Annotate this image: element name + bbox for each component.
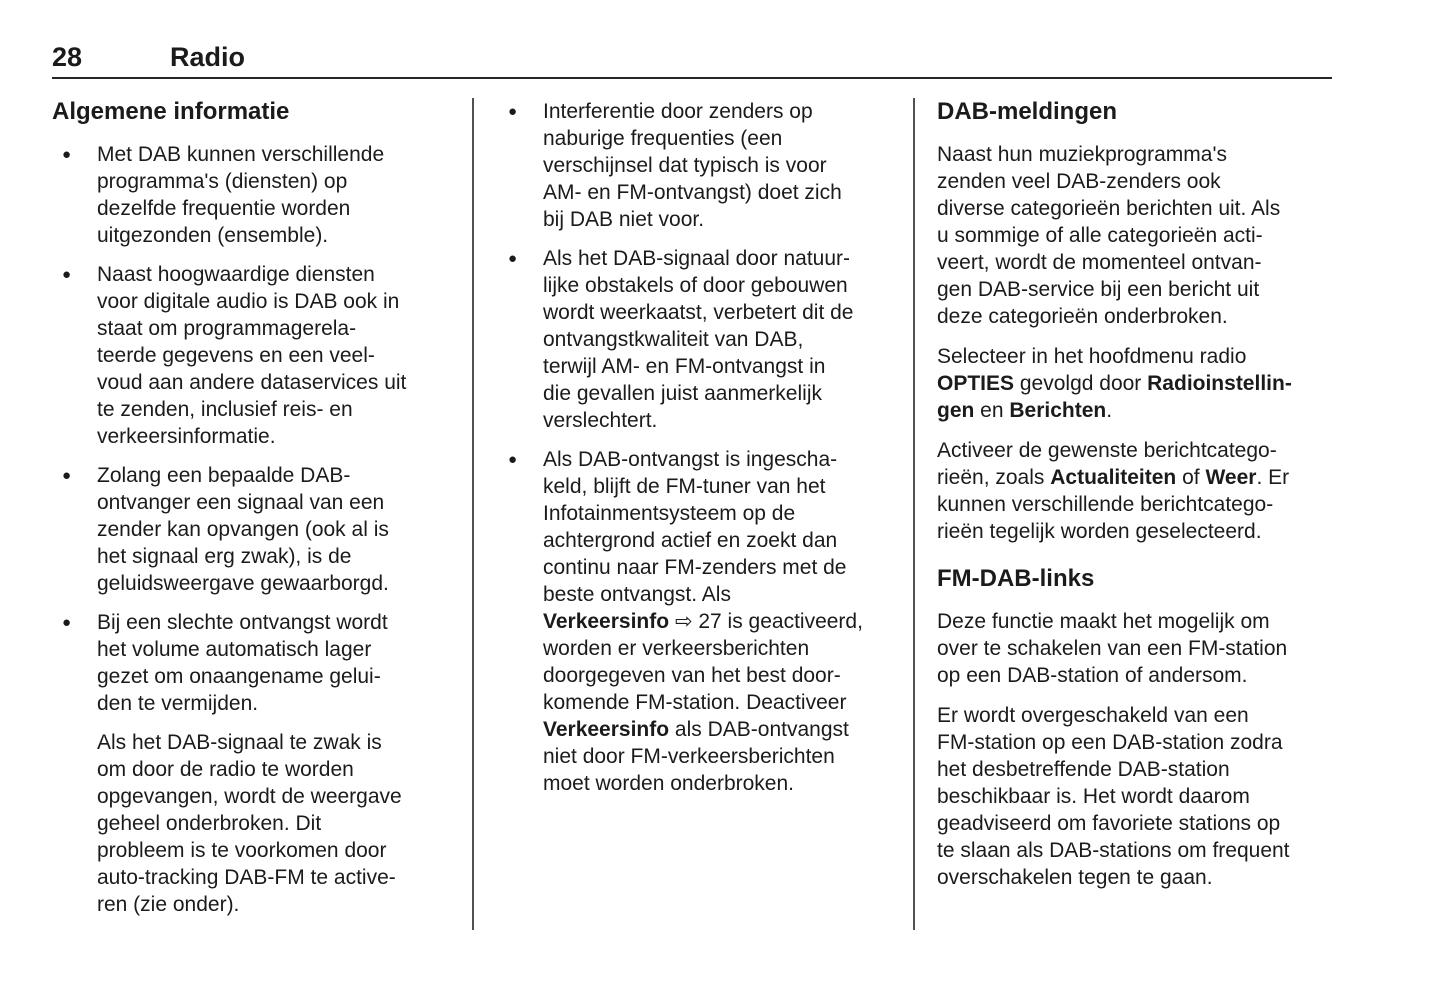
body-text: ⇨ 27 is geactiveerd, worden er verkeersb… [543, 610, 863, 714]
manual-page: 28 Radio Algemene informatie ● Met DAB kun… [0, 42, 1445, 1007]
body-text: Selecteer in het hoofdmenu radio [937, 345, 1247, 368]
emphasized-text: Verkeersinfo [543, 718, 670, 741]
column-middle: ● Interferentie door zenders op naburige … [472, 98, 913, 930]
bullet-text: Als het DAB-signaal door natuur- lijke o… [543, 245, 899, 434]
body-text: gevolgd door [1014, 372, 1148, 395]
page-content: Algemene informatie ● Met DAB kunnen versc… [52, 98, 1332, 930]
paragraph: Er wordt overgeschakeld van een FM-stati… [937, 702, 1332, 891]
bullet-icon: ● [62, 614, 72, 631]
body-text: Naast hun muziekprogramma's zenden veel … [937, 143, 1281, 328]
page-number: 28 [52, 42, 83, 72]
body-text: als DAB-ontvangst niet door FM-verkeersb… [543, 718, 849, 795]
header-rule [52, 77, 1332, 79]
bullet-item: ● Zolang een bepaalde DAB- ontvanger een … [52, 462, 458, 597]
paragraph: Selecteer in het hoofdmenu radio OPTIES … [937, 343, 1332, 424]
body-text: . Er kunnen verschillende berichtcatego-… [937, 466, 1290, 543]
bullet-item: ● Als het DAB-signaal door natuur- lijke … [498, 245, 899, 434]
section-heading: FM-DAB-links [937, 565, 1095, 592]
bullet-icon: ● [62, 467, 72, 484]
column-right: DAB-meldingen Naast hun muziekprogramma's… [913, 98, 1332, 930]
bullet-text: Naast hoogwaardige diensten voor digital… [97, 261, 458, 450]
bullet-text: Interferentie door zenders op naburige f… [543, 98, 899, 233]
body-text: Als DAB-ontvangst is ingescha- keld, bli… [543, 448, 847, 606]
chapter-title: Radio [170, 42, 246, 72]
body-text: . [1106, 399, 1113, 422]
section-heading: Algemene informatie [52, 98, 290, 125]
body-text: Bij een slechte ontvangst wordt het volu… [97, 611, 388, 715]
bullet-text: Met DAB kunnen verschillende programma's… [97, 141, 458, 249]
body-text: Naast hoogwaardige diensten voor digital… [97, 263, 407, 448]
bullet-item: ● Bij een slechte ontvangst wordt het vol… [52, 609, 458, 717]
page-header: 28 Radio [52, 42, 1332, 79]
body-text: en [974, 399, 1010, 422]
paragraph: Naast hun muziekprogramma's zenden veel … [937, 141, 1332, 330]
emphasized-text: Verkeersinfo [543, 610, 670, 633]
column-left: Algemene informatie ● Met DAB kunnen versc… [52, 98, 472, 930]
paragraph: Als het DAB-signaal te zwak is om door d… [97, 729, 458, 918]
body-text: of [1176, 466, 1206, 489]
body-text: Als het DAB-signaal te zwak is om door d… [97, 731, 402, 916]
bullet-item: ● Als DAB-ontvangst is ingescha- keld, bl… [498, 446, 899, 797]
bullet-icon: ● [508, 250, 518, 267]
running-head: 28 Radio [52, 42, 1332, 72]
bullet-text: Zolang een bepaalde DAB- ontvanger een s… [97, 462, 458, 597]
bullet-icon: ● [508, 451, 518, 468]
bullet-icon: ● [508, 103, 518, 120]
bullet-item: ● Met DAB kunnen verschillende programma'… [52, 141, 458, 249]
paragraph: Activeer de gewenste berichtcatego- rieë… [937, 437, 1332, 545]
body-text: Interferentie door zenders op naburige f… [543, 100, 842, 231]
bullet-text: Bij een slechte ontvangst wordt het volu… [97, 609, 458, 717]
emphasized-text: Weer [1205, 466, 1257, 489]
bullet-item: ● Interferentie door zenders op naburige … [498, 98, 899, 233]
emphasized-text: Berichten [1009, 399, 1107, 422]
body-text: Er wordt overgeschakeld van een FM-stati… [937, 704, 1290, 889]
bullet-icon: ● [62, 266, 72, 283]
paragraph: Deze functie maakt het mogelijk om over … [937, 608, 1332, 689]
bullet-icon: ● [62, 146, 72, 163]
body-text: Activeer de gewenste berichtcatego- rieë… [937, 439, 1277, 489]
section-heading: DAB-meldingen [937, 98, 1117, 125]
body-text: Zolang een bepaalde DAB- ontvanger een s… [97, 464, 389, 595]
bullet-item: ● Naast hoogwaardige diensten voor digita… [52, 261, 458, 450]
emphasized-text: Actualiteiten [1050, 466, 1177, 489]
body-text: Met DAB kunnen verschillende programma's… [97, 143, 385, 247]
body-text: Als het DAB-signaal door natuur- lijke o… [543, 247, 854, 432]
body-text: Deze functie maakt het mogelijk om over … [937, 610, 1288, 687]
bullet-text: Als DAB-ontvangst is ingescha- keld, bli… [543, 446, 899, 797]
emphasized-text: Radioinstellin- gen [937, 372, 1292, 422]
emphasized-text: OPTIES [937, 372, 1015, 395]
